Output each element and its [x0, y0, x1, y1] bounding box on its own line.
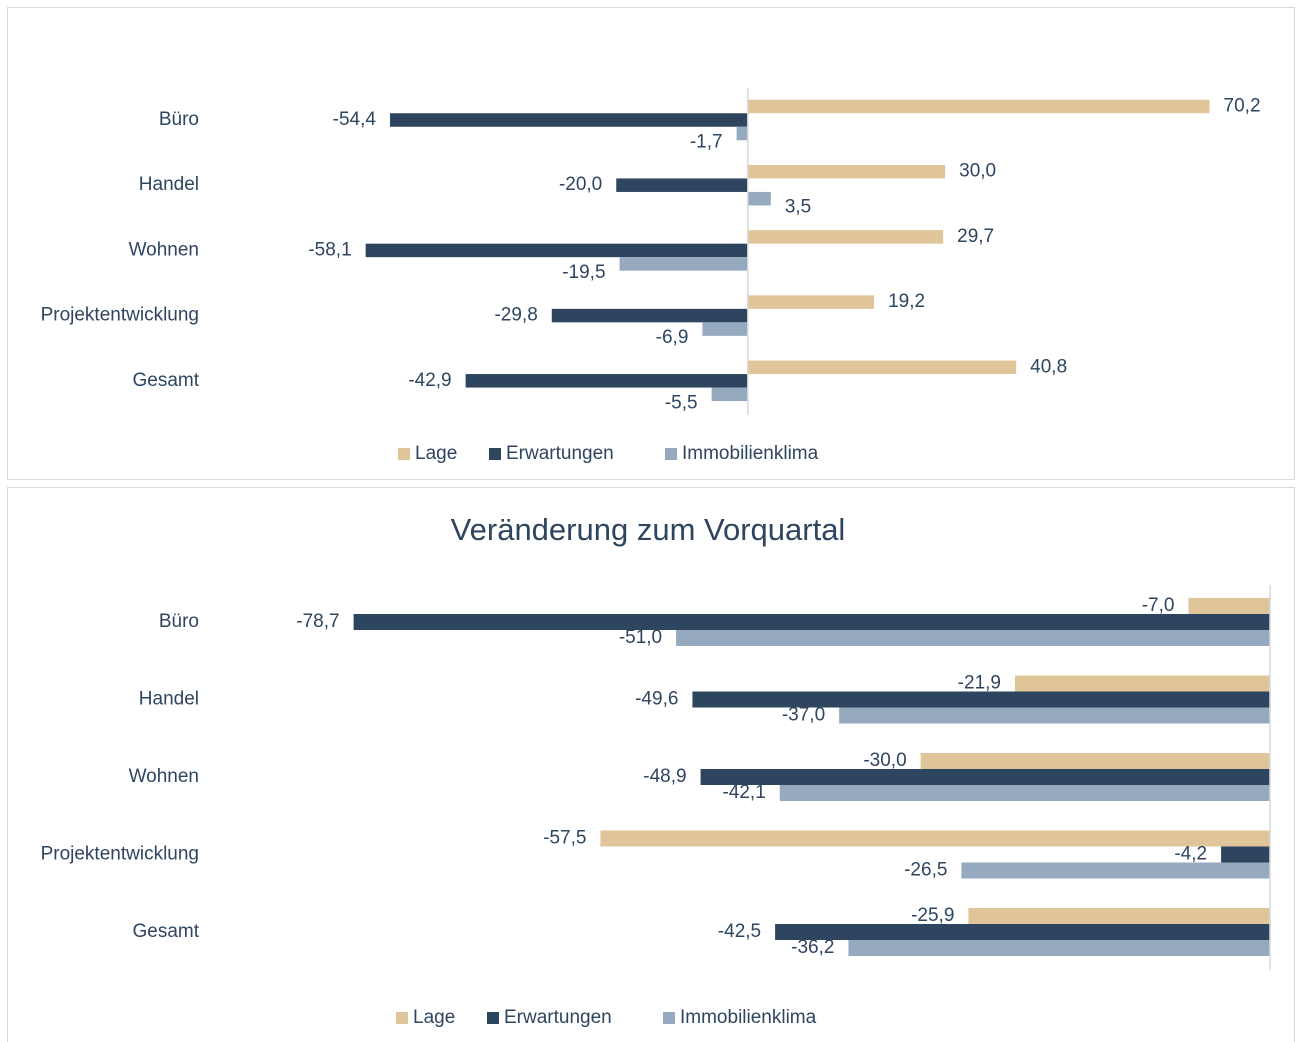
data-label: -29,8 — [494, 305, 537, 326]
chart-frame — [7, 487, 1295, 1042]
category-label: Projektentwicklung — [41, 305, 199, 326]
data-label: -42,5 — [718, 921, 761, 942]
legend-swatch — [398, 448, 410, 460]
bar — [961, 862, 1270, 879]
bar — [676, 630, 1270, 646]
bar — [920, 753, 1270, 769]
data-label: -78,7 — [296, 611, 339, 632]
bar — [600, 830, 1270, 847]
bar — [700, 769, 1270, 785]
bar — [616, 178, 748, 192]
category-label: Handel — [139, 174, 199, 195]
bar — [775, 924, 1270, 940]
data-label: -30,0 — [863, 750, 906, 771]
bar — [779, 785, 1270, 801]
category-label: Handel — [139, 689, 199, 710]
data-label: -49,6 — [635, 689, 678, 710]
category-label: Gesamt — [132, 370, 199, 391]
data-label: -20,0 — [559, 174, 602, 195]
bar — [839, 707, 1270, 724]
bar — [747, 164, 946, 179]
bar — [353, 614, 1270, 630]
chart-frame — [7, 7, 1295, 480]
data-label: -1,7 — [690, 132, 723, 153]
data-label: 3,5 — [785, 197, 811, 218]
bar — [968, 908, 1270, 924]
data-label: 29,7 — [957, 226, 994, 247]
bar — [747, 191, 771, 206]
legend-swatch — [487, 1012, 499, 1024]
category-label: Wohnen — [129, 239, 199, 260]
legend-label: Immobilienklima — [680, 1007, 817, 1028]
bar — [848, 940, 1270, 956]
legend-label: Immobilienklima — [682, 443, 819, 464]
bar — [747, 230, 944, 244]
data-label: -42,9 — [408, 370, 451, 391]
bar — [747, 295, 875, 309]
data-label: -6,9 — [656, 327, 689, 348]
data-label: -48,9 — [643, 766, 686, 787]
bar — [736, 126, 748, 141]
category-label: Gesamt — [132, 921, 199, 942]
bar — [365, 243, 748, 258]
data-label: -51,0 — [619, 627, 662, 648]
legend-swatch — [396, 1012, 408, 1024]
legend-swatch — [489, 448, 501, 460]
data-label: -37,0 — [782, 705, 825, 726]
bar — [1014, 675, 1270, 692]
bar — [1188, 598, 1270, 614]
bar — [702, 322, 748, 336]
category-label: Projektentwicklung — [41, 844, 199, 865]
data-label: -42,1 — [722, 782, 765, 803]
data-label: 40,8 — [1030, 356, 1067, 377]
data-label: -26,5 — [904, 860, 947, 881]
data-label: -4,2 — [1174, 844, 1207, 865]
data-label: -36,2 — [791, 937, 834, 958]
legend-label: Lage — [413, 1007, 455, 1028]
bar — [619, 257, 748, 271]
category-label: Wohnen — [129, 766, 199, 787]
data-label: -54,4 — [333, 109, 377, 130]
legend-label: Erwartungen — [506, 443, 614, 464]
chart-title: Veränderung zum Vorquartal — [451, 512, 846, 547]
legend-label: Erwartungen — [504, 1007, 612, 1028]
category-label: Büro — [159, 109, 199, 130]
data-label: 70,2 — [1224, 96, 1261, 117]
data-label: 30,0 — [959, 161, 996, 182]
bar — [692, 691, 1270, 708]
data-label: -19,5 — [562, 262, 605, 283]
data-label: -5,5 — [665, 392, 698, 413]
legend-swatch — [663, 1012, 675, 1024]
bar — [1221, 846, 1270, 863]
data-label: -57,5 — [543, 828, 586, 849]
bar — [747, 360, 1017, 375]
bar — [747, 99, 1210, 114]
bar — [465, 374, 748, 388]
legend-label: Lage — [415, 443, 457, 464]
bar — [711, 387, 748, 402]
data-label: -21,9 — [958, 673, 1001, 694]
data-label: -25,9 — [911, 905, 954, 926]
data-label: -7,0 — [1142, 595, 1175, 616]
data-label: -58,1 — [308, 239, 351, 260]
legend-swatch — [665, 448, 677, 460]
data-label: 19,2 — [888, 291, 925, 312]
bar — [551, 308, 748, 323]
category-label: Büro — [159, 611, 199, 632]
bar — [389, 113, 748, 127]
